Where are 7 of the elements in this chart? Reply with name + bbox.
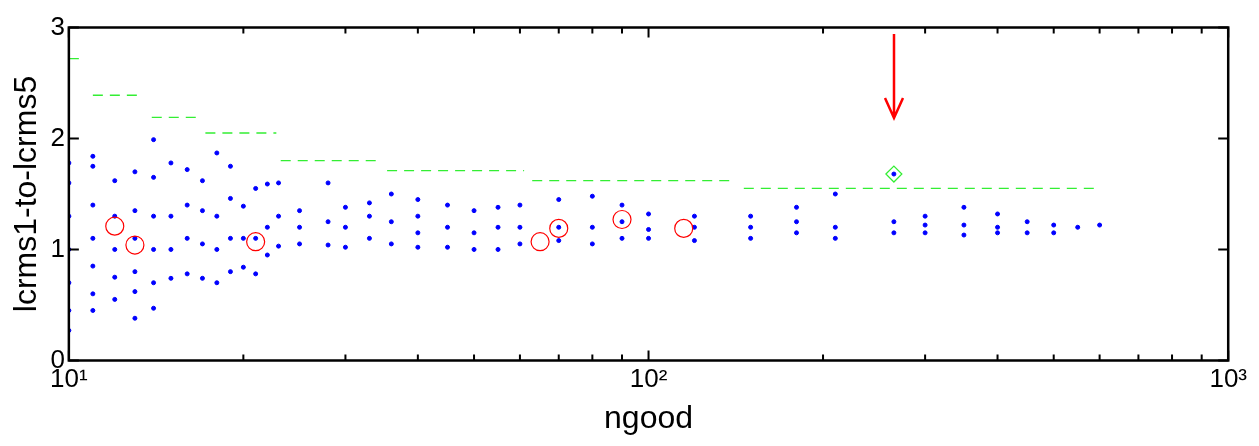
x-tick-label: 10² bbox=[629, 363, 668, 394]
y-tick-label: 2 bbox=[50, 121, 65, 152]
x-tick-label: 10³ bbox=[1209, 363, 1248, 394]
x-axis-title: ngood bbox=[604, 398, 694, 435]
y-tick-label: 3 bbox=[50, 10, 65, 41]
y-tick-label: 1 bbox=[50, 232, 65, 263]
y-axis-title: lcrms1-to-lcrms5 bbox=[7, 75, 44, 313]
